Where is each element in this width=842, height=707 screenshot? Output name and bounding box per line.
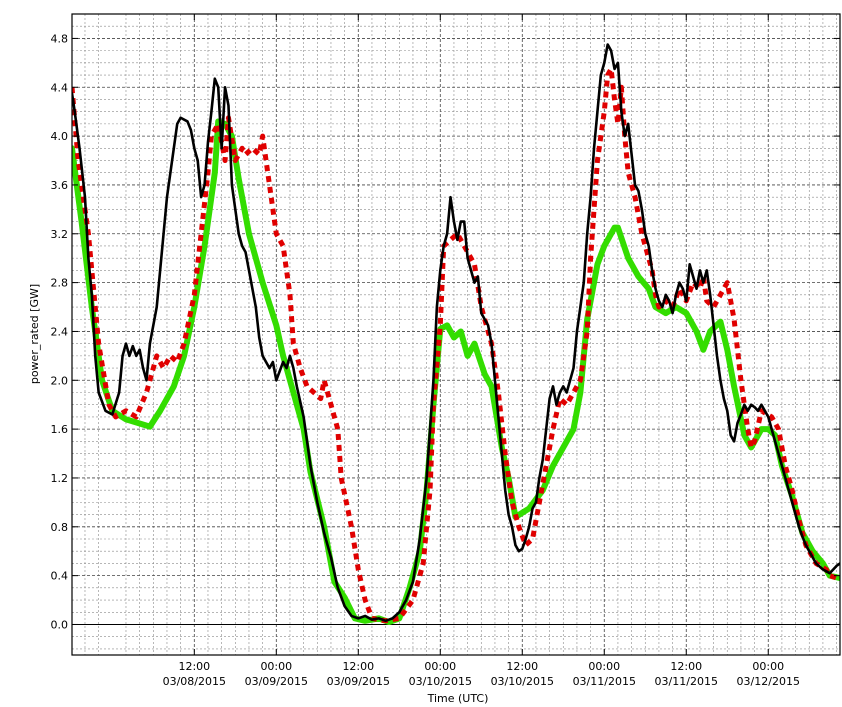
y-tick-label: 0.4 [51,570,69,583]
x-tick-label-time: 12:00 [670,660,702,673]
series-line-black [72,43,840,623]
y-tick-label: 2.8 [51,277,69,290]
y-axis-title: power_rated [GW] [28,284,41,384]
y-tick-label: 2.4 [51,325,69,338]
x-tick-label-date: 03/11/2015 [655,675,718,688]
x-tick-label-date: 03/10/2015 [409,675,472,688]
x-tick-label-date: 03/08/2015 [163,675,226,688]
y-tick-label: 2.0 [51,374,69,387]
x-axis: 12:00 03/08/2015 00:00 03/09/2015 12:00 03/09… [163,14,800,688]
x-tick-label-time: 00:00 [424,660,456,673]
y-tick-label: 1.2 [51,472,69,485]
x-tick-label-date: 03/12/2015 [737,675,800,688]
x-tick-label-time: 00:00 [588,660,620,673]
y-axis: 0.0 0.4 0.8 1.2 1.6 2.0 2.4 2.8 3.2 3.6 4.0 4.4 4.8 [51,32,840,631]
x-tick-label-date: 03/09/2015 [327,675,390,688]
y-tick-label: 3.2 [51,228,69,241]
x-tick-label-time: 00:00 [752,660,784,673]
y-tick-label: 4.4 [51,81,69,94]
y-tick-label: 0.8 [51,521,69,534]
y-tick-label: 4.0 [51,130,69,143]
y-tick-label: 0.0 [51,618,69,631]
x-tick-label-date: 03/11/2015 [573,675,636,688]
x-axis-title: Time (UTC) [427,692,489,705]
x-tick-label-time: 12:00 [342,660,374,673]
minor-gridlines [72,13,840,655]
y-tick-label: 4.8 [51,32,69,45]
y-tick-label: 1.6 [51,423,69,436]
x-tick-label-time: 12:00 [506,660,538,673]
y-tick-label: 3.6 [51,179,69,192]
x-tick-label-time: 12:00 [178,660,210,673]
x-tick-label-time: 00:00 [260,660,292,673]
x-tick-label-date: 03/09/2015 [245,675,308,688]
series-lines [72,43,840,626]
x-tick-label-date: 03/10/2015 [491,675,554,688]
plot-frame [71,13,841,656]
